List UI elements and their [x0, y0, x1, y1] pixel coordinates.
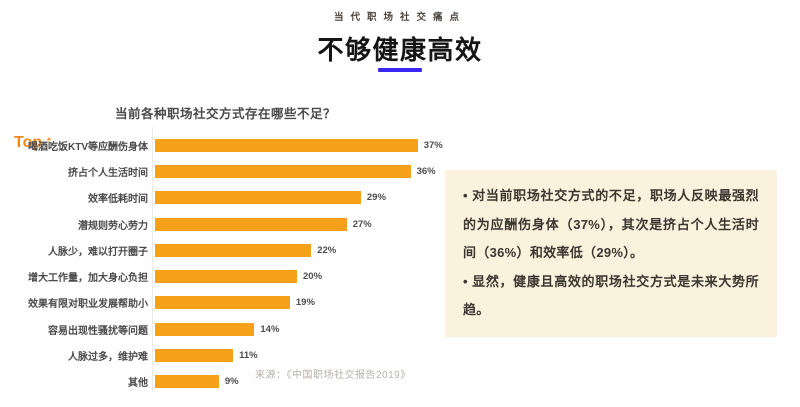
bar-category-label: 挤占个人生活时间 [68, 167, 148, 179]
bar [155, 243, 312, 257]
insight-bullet: • 对当前职场社交方式的不足，职场人反映最强烈的为应酬伤身体（37%），其次是挤… [463, 188, 759, 261]
bar-value-label: 20% [303, 271, 323, 283]
bar [155, 270, 297, 284]
bar [155, 217, 347, 231]
bar-rows: 喝酒吃饭KTV等应酬伤身体 37% 挤占个人生活时间 36% 效率低耗时间 29% 潜规则劳… [10, 132, 443, 395]
top-label: Top [14, 133, 43, 151]
bar [155, 138, 418, 152]
bar-category-label: 潜规则劳心劳力 [78, 220, 148, 232]
bar-category-label: 人脉过多，维护难 [68, 352, 148, 364]
bar-category-label: 容易出现性骚扰等问题 [48, 325, 148, 337]
bar-category-label: 其他 [128, 378, 148, 390]
bar-row: 挤占个人生活时间 36% [10, 158, 440, 184]
bar-value-label: 36% [416, 165, 436, 177]
bar-row: 人脉过多，维护难 11% [10, 342, 440, 368]
chart-axis-line [152, 127, 153, 391]
top-badge: Top ↑ [14, 133, 54, 152]
arrow-up-icon: ↑ [44, 132, 54, 153]
bar-value-label: 19% [295, 297, 315, 309]
bar-row: 潜规则劳心劳力 27% [10, 211, 440, 237]
bar-row: 效率低耗时间 29% [10, 185, 440, 211]
eyebrow-label: 当代职场社交痛点 [333, 12, 466, 23]
bar-value-label: 22% [317, 244, 337, 256]
insight-bullet: • 显然，健康且高效的职场社交方式是未来大势所趋。 [463, 273, 759, 318]
bar-row: 增大工作量，加大身心负担 20% [10, 263, 440, 289]
bar [155, 375, 219, 389]
bar-value-label: 29% [366, 192, 386, 204]
bar-category-label: 人脉少，难以打开圈子 [48, 246, 148, 258]
bar [155, 164, 411, 178]
bar-value-label: 11% [239, 350, 258, 362]
chart-title: 当前各种职场社交方式存在哪些不足？ [115, 107, 337, 121]
title-underline [378, 68, 422, 72]
bar-category-label: 效率低耗时间 [88, 194, 148, 206]
bar [155, 296, 290, 310]
bar-category-label: 效果有限对职业发展帮助小 [28, 299, 148, 311]
bar-row: 喝酒吃饭KTV等应酬伤身体 37% [10, 132, 443, 158]
insight-panel: • 对当前职场社交方式的不足，职场人反映最强烈的为应酬伤身体（37%），其次是挤… [445, 170, 777, 337]
bar-value-label: 27% [352, 218, 372, 230]
bar-value-label: 9% [224, 376, 239, 388]
bar-category-label: 增大工作量，加大身心负担 [28, 273, 148, 285]
bar-category-label: 喝酒吃饭KTV等应酬伤身体 [28, 141, 148, 153]
bar [155, 191, 361, 205]
source-note: 来源：《中国职场社交报告2019》 [255, 370, 411, 381]
bar [155, 349, 234, 363]
bar [155, 322, 255, 336]
bar-value-label: 14% [260, 323, 280, 335]
bar-value-label: 37% [423, 139, 443, 151]
bar-row: 其他 9% [10, 369, 440, 395]
bar-row: 效果有限对职业发展帮助小 19% [10, 290, 440, 316]
page-title: 不够健康高效 [317, 35, 483, 65]
bar-row: 人脉少，难以打开圈子 22% [10, 237, 440, 263]
bar-row: 容易出现性骚扰等问题 14% [10, 316, 440, 342]
